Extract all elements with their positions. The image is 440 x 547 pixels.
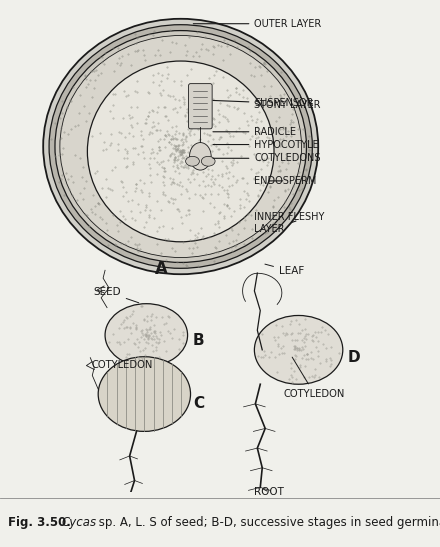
- Ellipse shape: [49, 25, 312, 269]
- Ellipse shape: [254, 316, 343, 384]
- Text: SEED: SEED: [93, 287, 139, 303]
- Text: D: D: [348, 350, 360, 365]
- Text: A: A: [154, 260, 168, 278]
- Text: COTYLEDONS: COTYLEDONS: [213, 153, 321, 164]
- Ellipse shape: [98, 357, 191, 432]
- Ellipse shape: [105, 304, 187, 366]
- Text: SUSPENSOR: SUSPENSOR: [213, 98, 314, 108]
- Text: sp. A, L. S of seed; B-D, successive stages in seed germination.: sp. A, L. S of seed; B-D, successive sta…: [95, 516, 440, 529]
- Text: COTYLEDON: COTYLEDON: [284, 357, 345, 399]
- Text: C: C: [194, 397, 205, 411]
- Ellipse shape: [60, 36, 301, 258]
- Ellipse shape: [43, 19, 318, 274]
- Text: OUTER LAYER: OUTER LAYER: [193, 19, 322, 28]
- Text: ENDOSPERM: ENDOSPERM: [254, 176, 317, 186]
- Text: RADICLE: RADICLE: [213, 127, 297, 137]
- Ellipse shape: [88, 61, 274, 242]
- Text: Fig. 3.50.: Fig. 3.50.: [8, 516, 71, 529]
- Text: INNER FLESHY
LAYER: INNER FLESHY LAYER: [254, 212, 325, 234]
- Ellipse shape: [190, 143, 211, 170]
- Ellipse shape: [202, 156, 215, 166]
- Text: ROOT: ROOT: [254, 487, 284, 497]
- Text: Cycas: Cycas: [62, 516, 97, 529]
- Text: HYPOCOTYLE: HYPOCOTYLE: [213, 139, 319, 149]
- Text: B: B: [192, 333, 204, 347]
- Text: ROOT: ROOT: [0, 546, 1, 547]
- Text: COTYLEDON: COTYLEDON: [91, 359, 152, 370]
- Ellipse shape: [55, 31, 306, 263]
- Text: STONY LAYER: STONY LAYER: [254, 97, 321, 110]
- Text: LEAF: LEAF: [265, 264, 304, 276]
- FancyBboxPatch shape: [189, 84, 212, 129]
- Ellipse shape: [186, 156, 199, 166]
